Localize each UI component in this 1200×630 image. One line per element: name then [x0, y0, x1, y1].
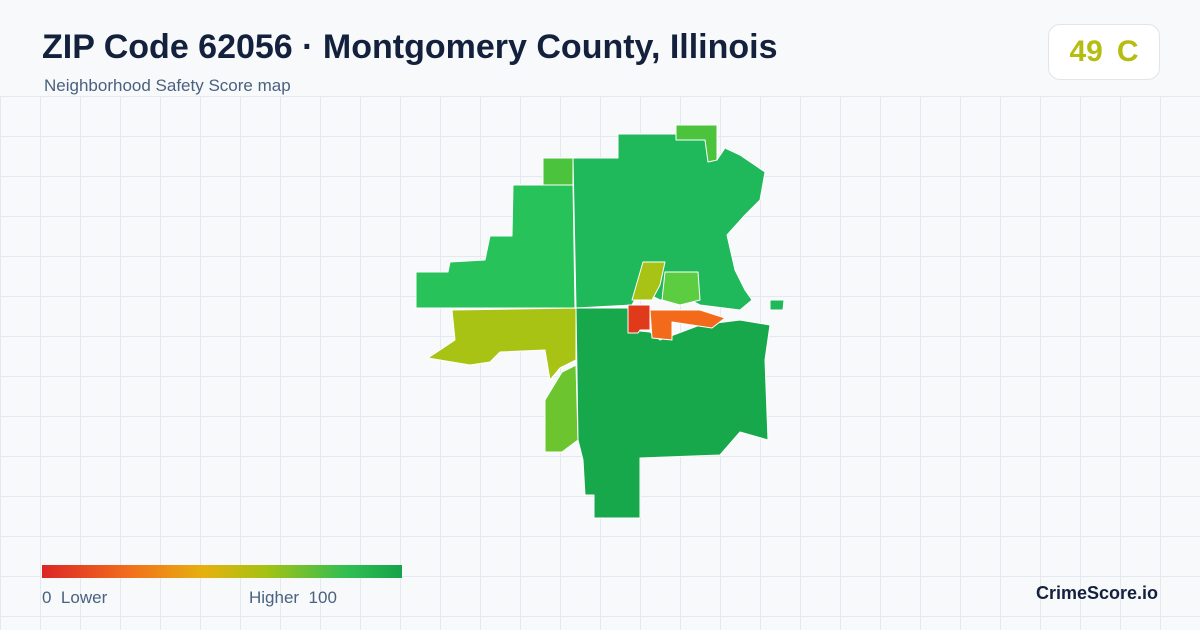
region: [427, 307, 577, 381]
score-value: 49: [1069, 35, 1103, 68]
legend-min: 0: [42, 588, 52, 607]
brand: CrimeScore.io: [1035, 583, 1158, 603]
region: [627, 304, 651, 334]
legend-max: 100: [308, 588, 337, 607]
score-grade: C: [1116, 35, 1139, 68]
score-badge: 49 C: [1048, 24, 1160, 80]
region: [415, 184, 576, 309]
legend-low: 0 Lower: [42, 588, 107, 608]
region: [769, 299, 785, 311]
region: [542, 157, 574, 186]
region: [575, 307, 771, 519]
legend-high-label: Higher: [249, 588, 300, 607]
region: [661, 271, 701, 306]
legend-high: Higher 100: [249, 588, 337, 608]
region: [631, 261, 666, 301]
title: ZIP Code 62056 · Montgomery County, Illi…: [42, 28, 778, 66]
region: [649, 309, 726, 341]
region: [675, 124, 718, 163]
legend-gradient: [42, 565, 402, 578]
legend-low-label: Lower: [60, 588, 108, 607]
subtitle: Neighborhood Safety Score map: [44, 76, 291, 95]
